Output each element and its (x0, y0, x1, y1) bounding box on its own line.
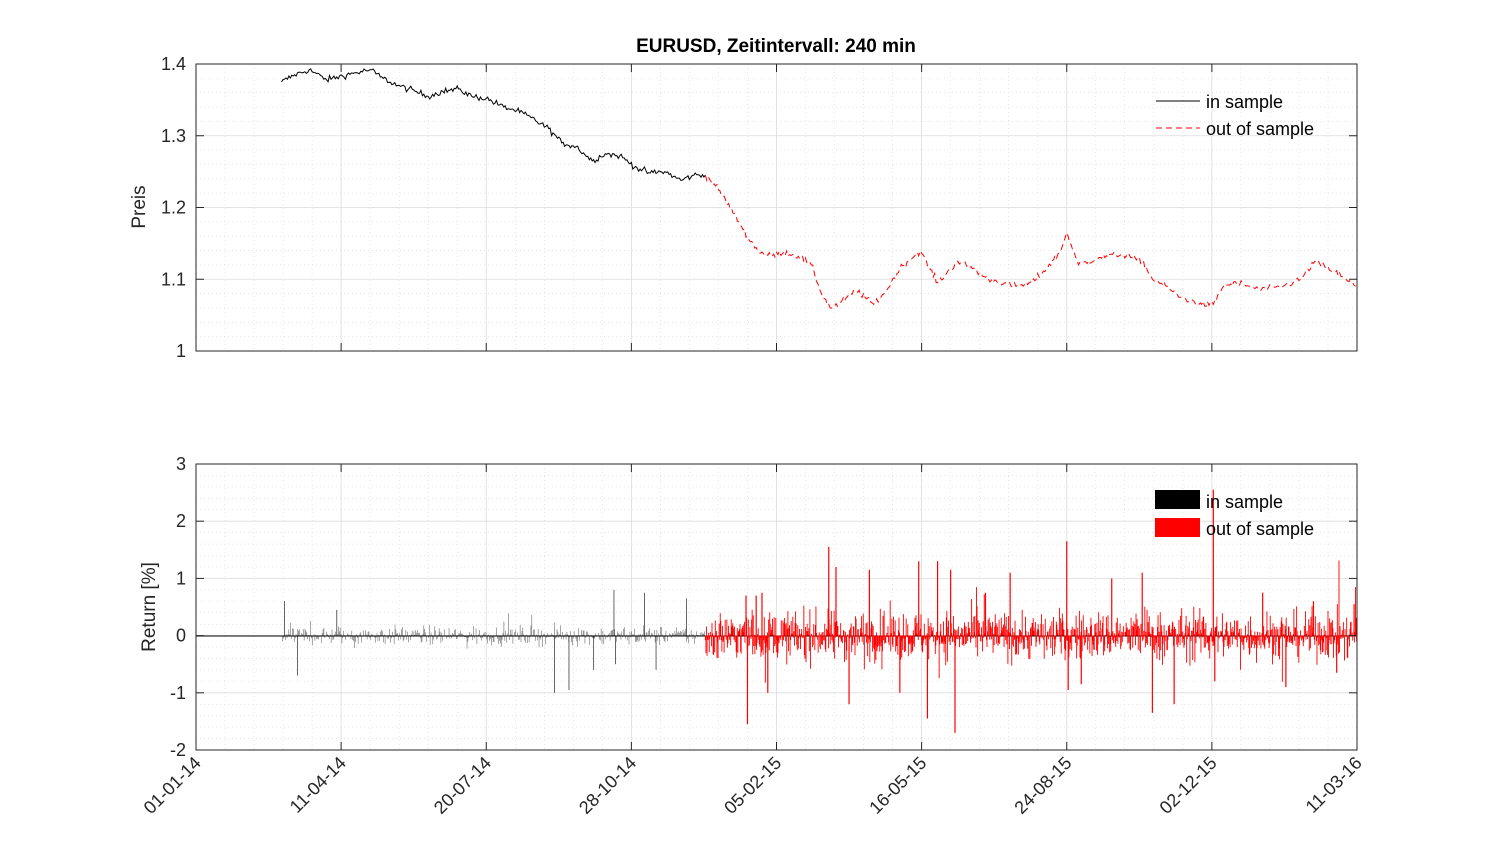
y-tick-label: -2 (170, 740, 186, 760)
price-axes: 1 1.1 1.2 1.3 1.4 Preis in sample out of sam… (129, 54, 1358, 361)
legend-out-of-sample-label: out of sample (1206, 519, 1314, 539)
y-tick-label: 1.2 (161, 198, 186, 218)
chart-title: EURUSD, Zeitintervall: 240 min (636, 36, 916, 57)
y-tick-label: 1.1 (161, 269, 186, 289)
x-tick-label: 11-04-14 (286, 753, 350, 817)
y-tick-label: 1 (176, 341, 186, 361)
x-tick-label: 16-05-15 (865, 753, 930, 818)
x-tick-label: 28-10-14 (575, 753, 640, 818)
x-tick-label: 20-07-14 (430, 753, 495, 818)
legend-in-sample-swatch (1155, 490, 1200, 509)
y-tick-label: -1 (170, 683, 186, 703)
legend-out-of-sample-label: out of sample (1206, 119, 1314, 139)
return-y-axis-label: Return [%] (139, 562, 160, 652)
x-tick-label: 24-08-15 (1010, 753, 1075, 818)
x-tick-label: 05-02-15 (720, 753, 785, 818)
y-tick-label: 0 (176, 626, 186, 646)
x-tick-label: 11-03-16 (1302, 753, 1366, 817)
price-ticks (195, 63, 1358, 352)
price-y-tick-labels: 1 1.1 1.2 1.3 1.4 (161, 54, 186, 361)
price-series-layer (281, 68, 1356, 309)
return-ticks (195, 463, 1358, 751)
return-axes: -2 -1 0 1 2 3 Return [%] in sample out of sam… (139, 454, 1358, 760)
return-bars (704, 560, 1358, 683)
x-tick-label: 02-12-15 (1156, 753, 1221, 818)
price-series-line (704, 175, 1356, 309)
y-tick-label: 1.3 (161, 126, 186, 146)
legend-in-sample-label: in sample (1206, 492, 1283, 512)
x-tick-label: 01-01-14 (140, 753, 205, 818)
y-tick-label: 1 (176, 568, 186, 588)
legend-in-sample-label: in sample (1206, 92, 1283, 112)
legend-out-of-sample-swatch (1155, 518, 1200, 537)
price-y-axis-label: Preis (129, 185, 150, 228)
return-legend: in sample out of sample (1155, 490, 1314, 539)
return-y-tick-labels: -2 -1 0 1 2 3 (170, 454, 186, 760)
x-tick-labels: 01-01-14 11-04-14 20-07-14 28-10-14 05-02-15… (140, 753, 1366, 818)
y-tick-label: 3 (176, 454, 186, 474)
price-series-line (281, 68, 706, 181)
y-tick-label: 2 (176, 511, 186, 531)
return-bars (281, 613, 705, 649)
price-legend: in sample out of sample (1156, 92, 1314, 139)
return-series-layer (281, 489, 1358, 733)
y-tick-label: 1.4 (161, 54, 186, 74)
